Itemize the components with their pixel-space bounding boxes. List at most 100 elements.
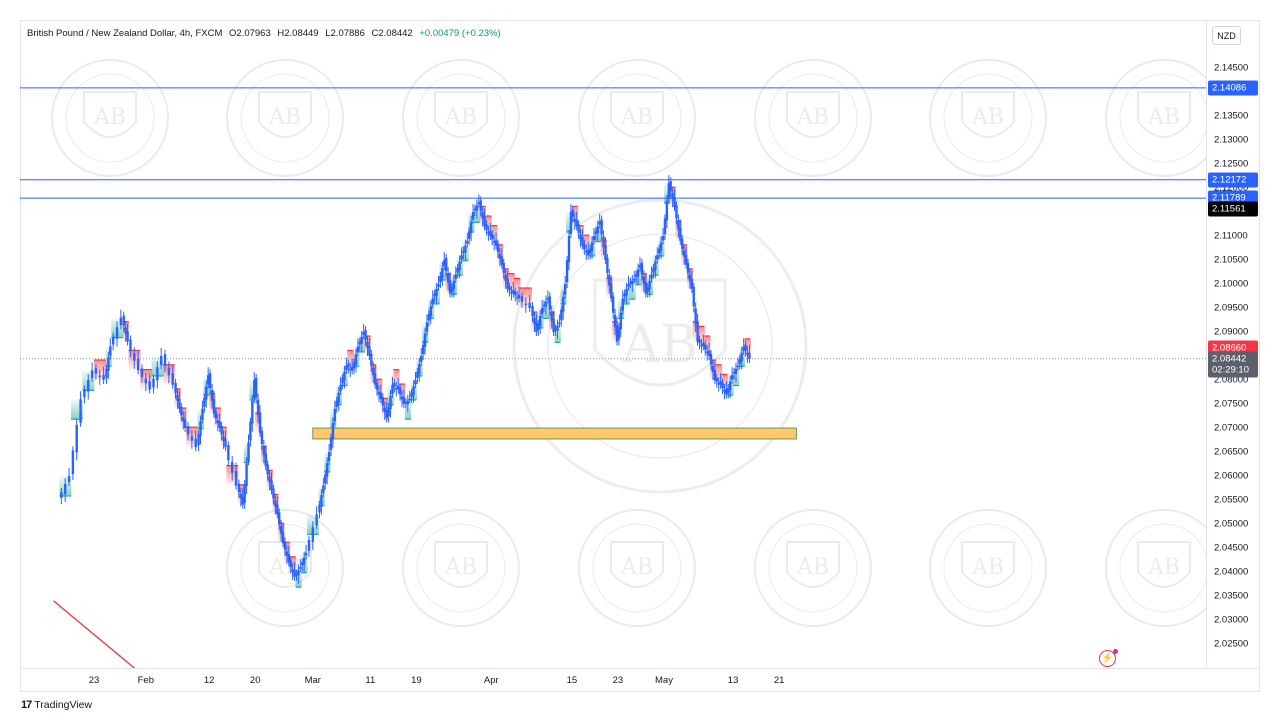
- price-axis-label[interactable]: 02:29:10: [1208, 362, 1258, 378]
- time-tick-label: 23: [612, 675, 624, 686]
- candle-body: [709, 354, 713, 364]
- candle-body: [704, 344, 707, 350]
- candle-body: [254, 378, 258, 398]
- time-axis-divider: [20, 668, 1260, 669]
- candle-body: [615, 325, 619, 342]
- candle-body: [602, 236, 605, 248]
- candle-body: [291, 569, 294, 572]
- candle-body: [594, 231, 598, 234]
- watermark-monogram: AB: [796, 105, 829, 130]
- bear-band: [508, 273, 515, 294]
- price-axis-divider: [1206, 20, 1207, 668]
- candle-body: [404, 402, 408, 404]
- candle-body: [746, 352, 749, 355]
- candle-body: [270, 480, 273, 491]
- candle-body: [721, 382, 724, 388]
- bull-band: [249, 380, 256, 400]
- candle-body: [715, 378, 718, 382]
- change-value: +0.00479 (+0.23%): [419, 28, 501, 39]
- symbol-name[interactable]: British Pound / New Zealand Dollar, 4h, …: [27, 28, 223, 39]
- candle-body: [585, 250, 588, 253]
- candle-body: [650, 274, 653, 279]
- candle-body: [658, 248, 661, 254]
- candle-body: [83, 389, 86, 398]
- watermark-monogram: AB: [971, 555, 1004, 580]
- candle-body: [278, 512, 281, 524]
- candle-body: [373, 373, 377, 385]
- candle-body: [723, 390, 726, 392]
- candle-body: [152, 378, 155, 388]
- price-tick-label: 2.11000: [1214, 230, 1248, 242]
- lightning-icon[interactable]: ⚡: [1099, 649, 1118, 667]
- candle-body: [281, 531, 285, 544]
- price-axis[interactable]: 2.145002.140002.135002.130002.125002.120…: [1206, 20, 1260, 668]
- price-tick-label: 2.13500: [1214, 110, 1249, 122]
- price-tick-label: 2.09000: [1214, 326, 1249, 338]
- price-axis-label[interactable]: 2.14086: [1208, 80, 1258, 96]
- tradingview-logo[interactable]: 17 TradingView: [21, 699, 92, 711]
- watermark-seal: AB: [1105, 59, 1206, 177]
- candle-body: [458, 261, 461, 270]
- price-axis-label[interactable]: 2.08442: [1208, 351, 1258, 367]
- candle-body: [393, 382, 396, 387]
- candle-body: [619, 312, 623, 330]
- candle-body: [421, 344, 425, 354]
- horizontal-levels: [20, 87, 1206, 360]
- candle-body: [391, 384, 394, 394]
- price-tick-label: 2.12000: [1214, 182, 1249, 194]
- candle-body: [565, 260, 569, 282]
- candle-body: [354, 354, 358, 365]
- support-zone[interactable]: [312, 427, 797, 440]
- time-tick-label: 13: [727, 675, 739, 686]
- candle-body: [60, 492, 63, 498]
- price-tick-label: 2.13000: [1214, 134, 1249, 146]
- candle-body: [629, 282, 632, 284]
- candle-body: [375, 382, 379, 390]
- candle-body: [366, 342, 369, 348]
- candle-body: [656, 255, 659, 260]
- candle-body: [663, 218, 667, 234]
- open-value: O2.07963: [229, 28, 271, 39]
- candle-body: [725, 389, 728, 395]
- candle-body: [249, 421, 252, 441]
- price-tick-label: 2.06500: [1214, 446, 1249, 458]
- candle-body: [477, 202, 480, 204]
- tradingview-mark-icon: 17: [21, 699, 32, 711]
- candle-body: [713, 370, 717, 380]
- currency-label: NZD: [1217, 30, 1236, 41]
- candle-body: [444, 258, 448, 272]
- candle-body: [266, 464, 269, 475]
- watermark-seal: AB: [929, 509, 1047, 627]
- candle-body: [682, 250, 686, 257]
- misc-lines: [52, 600, 140, 668]
- candle-body: [621, 298, 624, 311]
- candle-body: [554, 328, 557, 331]
- candles: [60, 175, 751, 584]
- candle-body: [524, 303, 528, 306]
- candle-body: [368, 346, 371, 356]
- candle-body: [320, 495, 323, 507]
- price-axis-label[interactable]: 2.12172: [1208, 172, 1258, 188]
- candle-body: [483, 216, 486, 227]
- trend-line[interactable]: [52, 600, 140, 668]
- candle-body: [406, 400, 409, 405]
- candle-body: [178, 398, 181, 409]
- candle-body: [327, 452, 331, 462]
- candle-body: [194, 438, 197, 448]
- chart-svg[interactable]: AB AB AB AB AB AB AB AB AB AB AB AB AB AB: [20, 20, 1206, 668]
- candle-body: [736, 365, 740, 368]
- tradingview-brand: TradingView: [34, 699, 93, 711]
- candle-body: [331, 423, 335, 440]
- candle-body: [335, 400, 338, 407]
- candle-body: [684, 254, 688, 265]
- candle-body: [450, 287, 454, 292]
- candle-body: [460, 255, 463, 260]
- price-chart-plot[interactable]: AB AB AB AB AB AB AB AB AB AB AB AB AB AB: [20, 20, 1206, 668]
- currency-selector[interactable]: NZD: [1212, 26, 1241, 45]
- candle-body: [136, 358, 140, 371]
- price-axis-label[interactable]: 2.11561: [1208, 201, 1258, 217]
- bear-band: [698, 326, 705, 347]
- candle-body: [279, 526, 283, 534]
- high-value: H2.08449: [277, 28, 319, 39]
- price-tick-label: 2.05000: [1214, 518, 1249, 530]
